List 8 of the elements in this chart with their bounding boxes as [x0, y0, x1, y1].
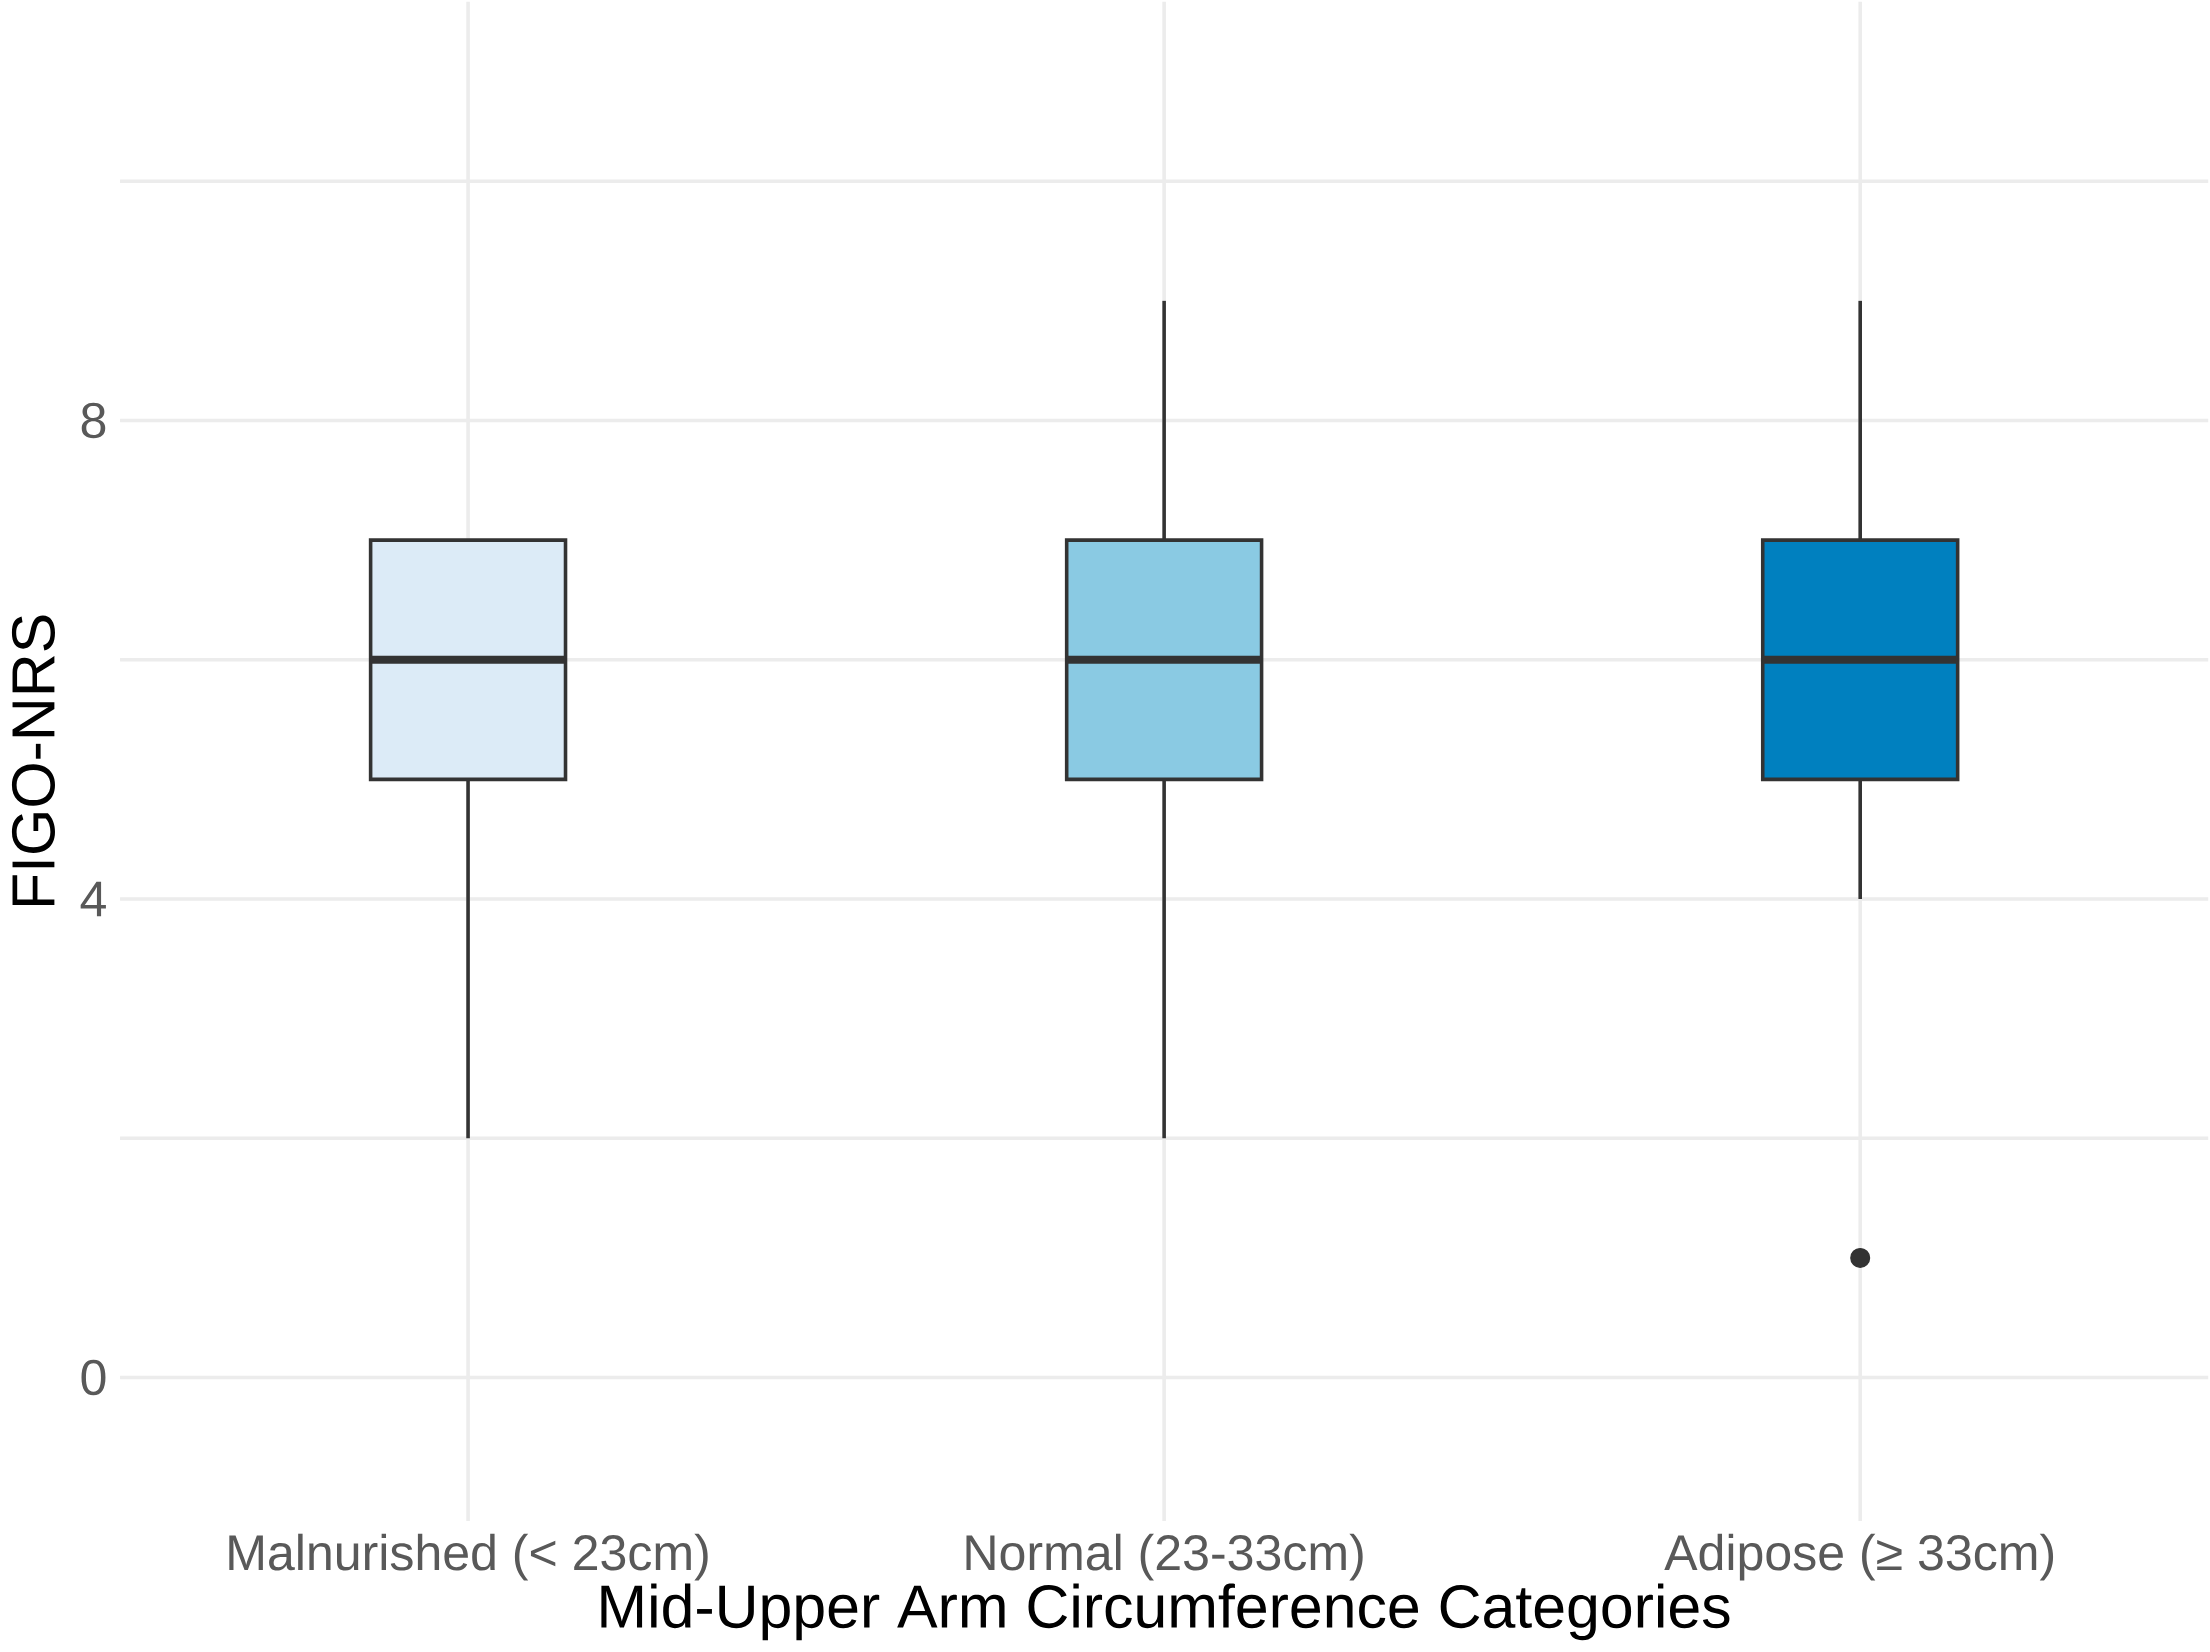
y-tick-label: 0 — [81, 1359, 106, 1396]
y-tick-label: 4 — [80, 881, 106, 917]
y-axis-title: FIGO-NRS — [11, 615, 55, 906]
x-axis-title: Mid-Upper Arm Circumference Categories — [601, 1583, 1730, 1641]
x-tick-label: Adipose (≥ 33cm) — [1664, 1533, 2054, 1581]
x-tick-label: Malnurished (< 23cm) — [229, 1533, 708, 1581]
y-tick-label: 8 — [81, 402, 106, 439]
x-tick-label: Normal (23-33cm) — [966, 1533, 1363, 1581]
